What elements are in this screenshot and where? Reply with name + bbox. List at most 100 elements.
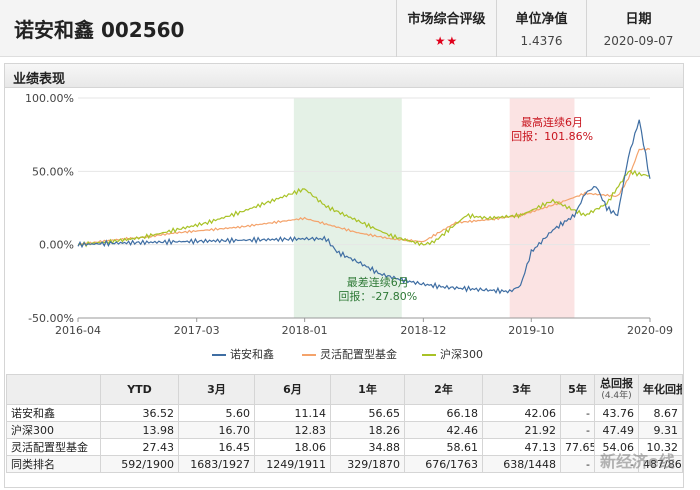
- date-stat: 日期 2020-09-07: [586, 0, 690, 57]
- rating-label: 市场综合评级: [407, 12, 486, 27]
- shaded-region-worst: [293, 98, 402, 318]
- total-label: 总回报: [600, 376, 633, 390]
- x-tick-label: 2017-03: [174, 324, 220, 337]
- legend-item-index[interactable]: 沪深300: [422, 346, 483, 364]
- annotation-subtitle-best: 回报：101.86%: [511, 129, 593, 143]
- row-label: 同类排名: [6, 455, 101, 473]
- table-cell: 18.06: [254, 438, 331, 456]
- table-cell: 43.76: [594, 404, 639, 422]
- x-tick-label: 2019-10: [508, 324, 554, 337]
- table-cell: 42.06: [482, 404, 561, 422]
- date-value: 2020-09-07: [603, 34, 674, 48]
- table-header: 5年: [560, 374, 595, 405]
- table-cell: 16.70: [178, 421, 255, 439]
- row-label: 诺安和鑫: [6, 404, 101, 422]
- table-cell: 34.88: [330, 438, 405, 456]
- y-tick-label: -50.00%: [28, 312, 74, 325]
- performance-table: YTD 3月 6月 1年 2年 3年 5年 总回报(4.4年) 年化回报 诺安和…: [6, 374, 683, 473]
- table-cell: 16.45: [178, 438, 255, 456]
- table-cell: 66.18: [404, 404, 483, 422]
- series-line-fund: [77, 119, 651, 295]
- table-cell: 47.13: [482, 438, 561, 456]
- table-cell: 36.52: [100, 404, 179, 422]
- table-cell: -: [594, 455, 639, 473]
- table-cell: 77.65: [560, 438, 595, 456]
- chart-legend: 诺安和鑫 灵活配置型基金 沪深300: [0, 346, 690, 364]
- total-period: (4.4年): [601, 390, 632, 401]
- rating-stars: ★★: [434, 34, 459, 48]
- table-cell: 18.26: [330, 421, 405, 439]
- table-cell: -: [560, 404, 595, 422]
- table-cell: 638/1448: [482, 455, 561, 473]
- table-header: YTD: [100, 374, 179, 405]
- table-cell: 1683/1927: [178, 455, 255, 473]
- nav-label: 单位净值: [515, 12, 568, 27]
- performance-chart: 100.00% 50.00% 0.00% -50.00%2016-04 2017-03 2…: [25, 92, 673, 337]
- fund-title: 诺安和鑫 002560: [14, 18, 185, 42]
- annotation-subtitle-worst: 回报：-27.80%: [338, 289, 417, 303]
- table-cell: 11.14: [254, 404, 331, 422]
- table-header: 1年: [330, 374, 405, 405]
- table-cell: 42.46: [404, 421, 483, 439]
- table-header: 2年: [404, 374, 483, 405]
- table-row: 灵活配置型基金 27.43 16.45 18.06 34.88 58.61 47.13 77.…: [6, 438, 683, 456]
- rating-stat: 市场综合评级 ★★: [396, 0, 496, 57]
- table-cell: 21.92: [482, 421, 561, 439]
- table-header: 3月: [178, 374, 255, 405]
- annotation-title-best: 最高连续6月: [521, 115, 583, 129]
- nav-value: 1.4376: [520, 34, 563, 48]
- legend-label-category: 灵活配置型基金: [320, 348, 397, 361]
- annotation-title-worst: 最差连续6月: [347, 275, 409, 289]
- table-header-row: YTD 3月 6月 1年 2年 3年 5年 总回报(4.4年) 年化回报: [6, 374, 683, 405]
- fund-header: 诺安和鑫 002560 市场综合评级 ★★ 单位净值 1.4376 日期 202…: [0, 0, 700, 57]
- x-tick-label: 2020-09: [627, 324, 673, 337]
- performance-panel: 业绩表现: [4, 63, 684, 488]
- watermark-text: 新经济e线: [600, 452, 675, 471]
- table-cell: 676/1763: [404, 455, 483, 473]
- date-label: 日期: [625, 12, 652, 27]
- table-cell: 5.60: [178, 404, 255, 422]
- table-row: 沪深300 13.98 16.70 12.83 18.26 42.46 21.92-47.4…: [6, 421, 683, 439]
- series-line-category: [77, 147, 651, 246]
- table-cell: 27.43: [100, 438, 179, 456]
- y-tick-label: 100.00%: [25, 92, 74, 105]
- legend-swatch-fund: [212, 354, 226, 356]
- legend-item-fund[interactable]: 诺安和鑫: [212, 346, 274, 364]
- table-header-total: 总回报 (4.4年): [594, 374, 639, 405]
- table-cell: 1249/1911: [254, 455, 331, 473]
- table-cell: 487/866: [638, 455, 683, 473]
- table-header: 6月: [254, 374, 331, 405]
- table-cell: 56.65: [330, 404, 405, 422]
- panel-title: 业绩表现: [13, 72, 66, 87]
- shaded-region-best: [509, 98, 575, 318]
- legend-swatch-index: [422, 354, 436, 356]
- x-tick-label: 2018-01: [282, 324, 328, 337]
- table-cell: 592/1900: [100, 455, 179, 473]
- legend-label-fund: 诺安和鑫: [230, 348, 274, 361]
- table-row: 诺安和鑫 36.52 5.60 11.14 56.65 66.18 42.06-43.76 8…: [6, 404, 683, 422]
- series-line-index: [77, 169, 651, 248]
- y-tick-label: 0.00%: [39, 239, 74, 252]
- table-cell: -: [560, 421, 595, 439]
- table-cell: 58.61: [404, 438, 483, 456]
- row-label: 灵活配置型基金: [6, 438, 101, 456]
- table-cell: 12.83: [254, 421, 331, 439]
- table-cell: 9.31: [638, 421, 683, 439]
- table-cell: 47.49: [594, 421, 639, 439]
- table-row: 同类排名 592/1900 1683/1927 1249/1911 329/1870 67…: [6, 455, 683, 473]
- table-header: 年化回报: [638, 374, 683, 405]
- legend-swatch-category: [302, 354, 316, 356]
- table-cell: 329/1870: [330, 455, 405, 473]
- x-tick-label: 2016-04: [55, 324, 101, 337]
- y-tick-label: 50.00%: [32, 165, 74, 178]
- table-header: 3年: [482, 374, 561, 405]
- row-label: 沪深300: [6, 421, 101, 439]
- legend-label-index: 沪深300: [440, 348, 483, 361]
- table-cell: 8.67: [638, 404, 683, 422]
- table-cell: 13.98: [100, 421, 179, 439]
- x-tick-label: 2018-12: [400, 324, 446, 337]
- nav-stat: 单位净值 1.4376: [496, 0, 586, 57]
- legend-item-category[interactable]: 灵活配置型基金: [302, 346, 397, 364]
- table-header: [6, 374, 101, 405]
- panel-header: 业绩表现: [5, 64, 683, 88]
